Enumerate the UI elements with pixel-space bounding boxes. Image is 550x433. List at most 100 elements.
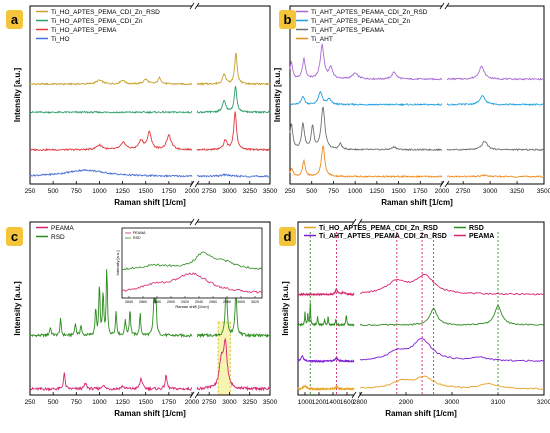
x-tick-label: 1000 [92, 399, 107, 406]
axis-break-bottom [354, 392, 360, 398]
break-mark [189, 218, 195, 226]
inset-tick-label: 2980 [223, 300, 231, 304]
plot-frame [297, 221, 545, 396]
inset-tick-label: 3020 [251, 300, 259, 304]
x-tick-label: 3000 [222, 399, 237, 406]
x-tick-label: 1750 [413, 188, 428, 195]
legend-label: RSD [51, 234, 65, 241]
legend-label: Ti_AHT_APTES_PEAMA_CDI_Zn_RSD [311, 9, 428, 16]
x-tick-label: 3000 [445, 399, 460, 406]
x-tick-label: 500 [306, 188, 317, 195]
x-tick-label: 3200 [537, 399, 550, 406]
inset-legend-label: RSD [133, 236, 141, 240]
x-axis-label: Raman shift [1/cm] [385, 409, 457, 418]
break-mark [357, 218, 363, 226]
break-mark [194, 391, 200, 399]
x-tick-label: 1250 [115, 188, 130, 195]
x-tick-label: 1000 [298, 399, 313, 406]
panel-badge [6, 227, 23, 246]
series-line [289, 90, 443, 107]
x-tick-label: 1750 [162, 188, 177, 195]
axis-break-bottom [192, 392, 197, 398]
x-tick-label: 2750 [202, 188, 217, 195]
series-line [29, 372, 193, 392]
series-line [196, 277, 271, 339]
plot-frame [289, 5, 545, 185]
legend-label: Ti_AHT_APTES_PEAMA [311, 27, 385, 34]
panel-letter: c [11, 229, 18, 244]
x-tick-label: 750 [328, 188, 339, 195]
inset-series-line [121, 272, 263, 294]
x-tick-label: 1000 [92, 188, 107, 195]
series-line [29, 110, 193, 114]
series-line [196, 85, 271, 114]
series-line [197, 52, 271, 86]
x-tick-label: 3000 [483, 188, 498, 195]
series-line [297, 384, 355, 392]
panel-letter: b [284, 12, 292, 27]
break-mark [194, 180, 200, 188]
x-tick-label: 500 [48, 188, 59, 195]
series-line [446, 95, 545, 106]
x-tick-label: 1250 [115, 399, 130, 406]
series-line [297, 354, 355, 364]
axis-break-bottom [192, 181, 197, 187]
panel-badge [279, 227, 296, 246]
break-mark [351, 391, 357, 399]
inset-x-label: Raman shift [1/cm] [175, 304, 208, 309]
y-axis-label: Intensity [a.u.] [273, 68, 282, 123]
x-tick-label: 3100 [491, 399, 506, 406]
x-axis-label: Raman shift [1/cm] [114, 198, 186, 207]
x-tick-label: 3250 [242, 188, 257, 195]
x-tick-label: 1600 [340, 399, 355, 406]
x-tick-label: 2750 [202, 399, 217, 406]
series-line [359, 375, 545, 390]
series-line [359, 304, 545, 327]
series-line [297, 287, 355, 297]
inset-tick-label: 3000 [237, 300, 245, 304]
inset-tick-label: 2940 [195, 300, 203, 304]
x-tick-label: 2750 [456, 188, 471, 195]
axis-break-top [192, 3, 197, 9]
series-line [359, 337, 545, 363]
series-line [446, 140, 545, 152]
panel-b: 250 500 750 1000 1250 1500 1750 2000 2750 3000 325… [273, 2, 550, 207]
axis-break-bottom [442, 181, 447, 187]
y-axis-label: Intensity [a.u.] [13, 68, 22, 123]
legend-label: Ti_HO_APTES_PEMA_CDI_Zn [51, 18, 143, 25]
y-axis-label: Intensity [a.u.] [13, 281, 22, 336]
x-tick-label: 1250 [370, 188, 385, 195]
x-tick-label: 250 [285, 188, 296, 195]
break-mark [351, 218, 357, 226]
x-tick-label: 1500 [138, 399, 153, 406]
legend-label: Ti_HO_APTES_PEMA_CDI_Zn_RSD [51, 9, 160, 16]
break-mark [444, 180, 450, 188]
series-line [447, 65, 545, 81]
x-axis-label: Raman shift [1/cm] [381, 198, 453, 207]
x-axis-label: Raman shift [1/cm] [114, 409, 186, 418]
legend-label: Ti_AHT [311, 36, 333, 43]
y-axis-label: Intensity [a.u.] [281, 281, 290, 336]
x-tick-label: 1200 [312, 399, 327, 406]
x-tick-label: 750 [71, 188, 82, 195]
legend-label: Ti_HO_APTES_PEMA_CDI_Zn_RSD [319, 225, 438, 232]
legend-label: PEAMA [469, 233, 494, 240]
x-tick-label: 3000 [222, 188, 237, 195]
legend-label: Ti_AHT_APTES_PEAMA_CDI_Zn_RSD [319, 233, 447, 240]
series-line [196, 173, 271, 178]
x-tick-label: 3250 [510, 188, 525, 195]
x-tick-label: 2000 [185, 399, 200, 406]
series-line [29, 130, 193, 152]
break-mark [189, 2, 195, 10]
panel-c: 250 500 750 1000 1250 1500 1750 2000 2750 3000 325… [6, 218, 278, 418]
x-tick-label: 2800 [353, 399, 368, 406]
inset-tick-label: 2880 [153, 300, 161, 304]
x-tick-label: 1500 [138, 188, 153, 195]
legend-label: Ti_AHT_APTES_PEAMA_CDI_Zn [311, 18, 410, 25]
series-line [29, 269, 193, 339]
series-line [29, 168, 193, 178]
inset-frame [121, 227, 263, 299]
x-tick-label: 250 [25, 188, 36, 195]
x-tick-label: 3500 [263, 188, 278, 195]
